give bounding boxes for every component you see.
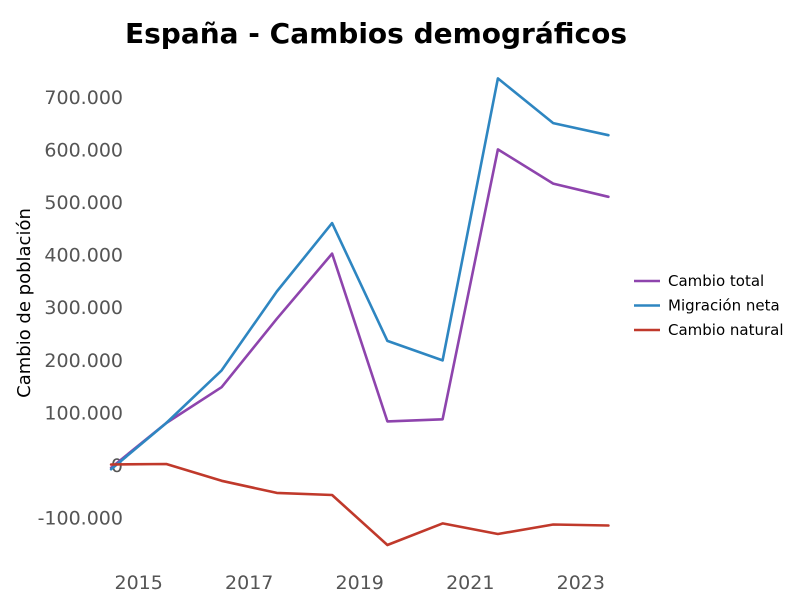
legend-label: Cambio natural	[668, 321, 784, 339]
y-tick-label: 100.000	[44, 402, 123, 424]
x-tick-label: 2015	[115, 572, 163, 594]
y-tick-label: 600.000	[44, 139, 123, 161]
series-line-1	[109, 77, 610, 471]
legend: Cambio total Migración neta Cambio natural	[634, 272, 784, 339]
x-tick-label: 2021	[446, 572, 494, 594]
x-tick-label: 2023	[557, 572, 605, 594]
series-line-0	[109, 148, 610, 470]
y-tick-label: -100.000	[38, 508, 123, 530]
y-tick-label: 500.000	[44, 192, 123, 214]
y-tick-label: 300.000	[44, 297, 123, 319]
y-axis-ticks: -100.0000100.000200.000300.000400.000500…	[38, 87, 123, 530]
legend-label: Cambio total	[668, 272, 764, 290]
y-axis-label: Cambio de población	[14, 208, 35, 398]
series-line-2	[109, 462, 610, 547]
y-tick-label: 400.000	[44, 245, 123, 267]
x-tick-label: 2017	[225, 572, 273, 594]
x-axis-ticks: 2015 2017 2019 2021 2023	[115, 572, 605, 594]
y-tick-label: 200.000	[44, 350, 123, 372]
series-lines	[109, 77, 610, 547]
x-tick-label: 2019	[336, 572, 384, 594]
chart-title: España - Cambios demográficos	[125, 17, 627, 50]
y-tick-label: 700.000	[44, 87, 123, 109]
legend-label: Migración neta	[668, 297, 780, 315]
